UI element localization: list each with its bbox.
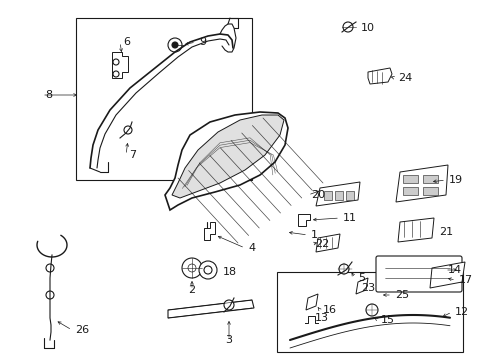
Polygon shape	[367, 68, 391, 84]
Circle shape	[168, 38, 182, 52]
Text: 21: 21	[438, 227, 452, 237]
Text: 1: 1	[310, 230, 317, 240]
Circle shape	[224, 300, 234, 310]
Circle shape	[199, 261, 217, 279]
Text: 7: 7	[129, 150, 136, 160]
Polygon shape	[112, 52, 128, 78]
Circle shape	[203, 266, 212, 274]
Polygon shape	[422, 187, 437, 195]
Polygon shape	[315, 234, 339, 252]
Text: 14: 14	[447, 265, 461, 275]
Text: 17: 17	[458, 275, 472, 285]
Text: 11: 11	[342, 213, 356, 223]
Text: 18: 18	[223, 267, 237, 277]
Polygon shape	[305, 294, 317, 310]
Text: 13: 13	[314, 313, 328, 323]
Text: 23: 23	[360, 283, 374, 293]
Polygon shape	[297, 214, 309, 226]
Polygon shape	[164, 112, 287, 210]
Text: 12: 12	[454, 307, 468, 317]
Polygon shape	[355, 278, 367, 294]
Circle shape	[172, 42, 178, 48]
Text: 24: 24	[397, 73, 411, 83]
Polygon shape	[324, 191, 331, 200]
Polygon shape	[422, 175, 437, 183]
Text: 22: 22	[314, 239, 328, 249]
Polygon shape	[402, 187, 417, 195]
Polygon shape	[429, 262, 464, 288]
Circle shape	[342, 22, 352, 32]
Text: 16: 16	[323, 305, 336, 315]
Text: 9: 9	[199, 37, 206, 47]
Text: 15: 15	[380, 315, 394, 325]
Polygon shape	[334, 191, 342, 200]
Bar	[76, 18, 251, 180]
Polygon shape	[395, 165, 447, 202]
Circle shape	[113, 59, 119, 65]
Circle shape	[46, 291, 54, 299]
Text: 8: 8	[45, 90, 52, 100]
Text: 6: 6	[123, 37, 130, 47]
Circle shape	[124, 126, 132, 134]
Polygon shape	[168, 300, 253, 318]
Text: 19: 19	[448, 175, 462, 185]
Text: 5: 5	[357, 273, 364, 283]
Polygon shape	[346, 191, 353, 200]
Circle shape	[365, 304, 377, 316]
Text: 3: 3	[225, 335, 232, 345]
Polygon shape	[172, 115, 284, 198]
Bar	[276, 272, 462, 352]
Polygon shape	[315, 182, 359, 206]
Circle shape	[338, 264, 348, 274]
Text: 4: 4	[247, 243, 255, 253]
Text: 10: 10	[360, 23, 374, 33]
Text: 20: 20	[310, 190, 325, 200]
Polygon shape	[203, 222, 215, 240]
Circle shape	[182, 258, 202, 278]
Polygon shape	[402, 175, 417, 183]
Circle shape	[113, 71, 119, 77]
Text: 26: 26	[75, 325, 89, 335]
Circle shape	[46, 264, 54, 272]
Text: 25: 25	[394, 290, 408, 300]
Text: 2: 2	[188, 285, 195, 295]
FancyBboxPatch shape	[375, 256, 461, 292]
Circle shape	[187, 264, 196, 272]
Polygon shape	[397, 218, 433, 242]
